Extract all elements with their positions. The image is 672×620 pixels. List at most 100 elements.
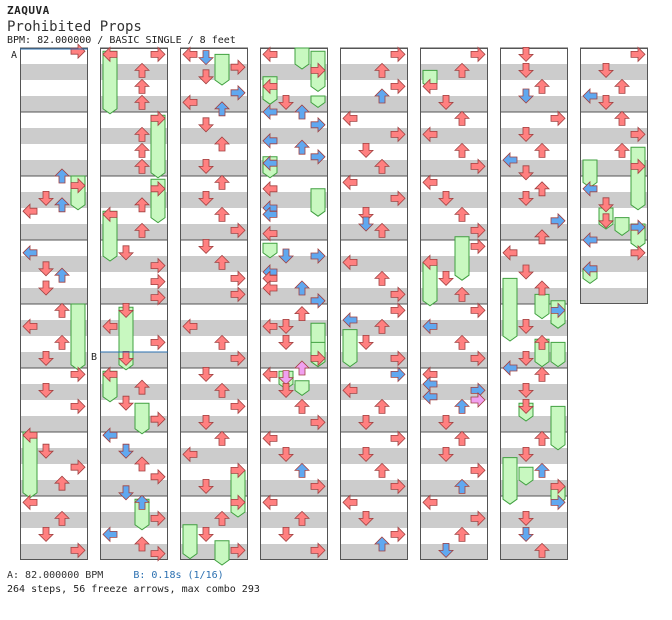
freeze-arrow	[310, 188, 326, 217]
column-border	[500, 48, 568, 560]
step-arrow	[598, 197, 614, 213]
beat-stripe	[500, 96, 568, 112]
step-arrow	[102, 46, 118, 63]
step-arrow	[230, 462, 246, 479]
step-arrow	[470, 462, 486, 479]
step-arrow	[278, 318, 294, 334]
step-arrow	[262, 280, 278, 296]
step-arrow	[198, 238, 214, 254]
step-arrow	[150, 273, 166, 290]
step-arrow	[438, 190, 454, 206]
step-arrow	[54, 302, 70, 318]
step-arrow	[262, 132, 278, 149]
step-arrow	[342, 312, 358, 328]
step-arrow	[390, 526, 406, 543]
step-arrow	[198, 117, 214, 133]
step-arrow	[422, 126, 438, 143]
step-arrow	[518, 527, 534, 542]
step-arrow	[454, 142, 470, 158]
step-arrow	[262, 430, 278, 447]
step-arrow	[390, 302, 406, 319]
step-arrow	[534, 229, 550, 245]
step-arrow	[214, 136, 230, 152]
step-arrow	[518, 88, 534, 104]
step-arrow	[198, 527, 214, 542]
step-arrow	[38, 443, 54, 459]
step-arrow	[134, 494, 150, 510]
step-arrow	[214, 206, 230, 222]
step-arrow	[342, 110, 358, 127]
beat-stripe	[100, 352, 168, 368]
bpm-b-label: B: 0.18s (1/16)	[133, 570, 224, 581]
step-arrow	[598, 63, 614, 78]
bpm-legend: A: 82.000000 BPM B: 0.18s (1/16)	[7, 569, 260, 583]
beat-stripe	[580, 96, 648, 112]
freeze-arrow	[70, 303, 86, 371]
freeze-arrow	[310, 95, 326, 109]
step-arrow	[118, 395, 134, 411]
step-arrow	[534, 78, 550, 94]
step-arrow	[534, 366, 550, 382]
step-arrow	[310, 248, 326, 264]
step-arrow	[214, 382, 230, 398]
step-arrow	[614, 110, 630, 126]
step-arrow	[534, 430, 550, 446]
beat-stripe	[180, 128, 248, 144]
step-arrow	[294, 398, 310, 414]
step-arrow	[422, 494, 438, 511]
step-arrow	[182, 94, 198, 111]
step-arrow	[22, 244, 38, 261]
step-arrow	[102, 366, 118, 383]
freeze-arrow	[294, 47, 310, 70]
step-arrow	[198, 478, 214, 494]
step-arrow	[390, 430, 406, 447]
footer: A: 82.000000 BPM B: 0.18s (1/16) 264 step…	[7, 569, 260, 597]
beat-stripe	[100, 480, 168, 496]
step-arrow	[614, 78, 630, 94]
step-arrow	[374, 318, 390, 334]
step-arrow	[22, 494, 38, 511]
step-arrow	[454, 286, 470, 302]
step-arrow	[150, 180, 166, 197]
step-arrow	[182, 46, 198, 63]
step-arrow	[390, 366, 406, 383]
freeze-arrow	[150, 114, 166, 179]
freeze-arrow	[502, 457, 518, 505]
step-arrow	[454, 110, 470, 126]
freeze-arrow	[582, 159, 598, 189]
step-arrow	[374, 270, 390, 286]
step-arrow	[134, 142, 150, 158]
step-arrow	[118, 350, 134, 366]
artist-name: ZAQUVA	[7, 4, 50, 17]
beat-stripe	[260, 384, 328, 400]
step-arrow	[214, 334, 230, 350]
freeze-arrow	[614, 217, 630, 237]
step-arrow	[262, 155, 278, 172]
step-arrow	[278, 527, 294, 542]
step-arrow	[534, 181, 550, 197]
beat-stripe	[20, 128, 88, 144]
step-arrow	[518, 264, 534, 280]
step-arrow	[342, 382, 358, 399]
freeze-arrow	[550, 405, 566, 451]
step-arrow	[438, 414, 454, 430]
step-arrow	[438, 446, 454, 462]
step-arrow	[550, 478, 566, 495]
step-arrow	[470, 302, 486, 319]
beat-stripe	[20, 256, 88, 272]
beat-stripe	[340, 96, 408, 112]
beat-stripe	[420, 416, 488, 432]
step-arrow	[310, 478, 326, 495]
step-arrow	[582, 260, 598, 277]
beat-stripe	[20, 96, 88, 112]
freeze-arrow	[214, 53, 230, 86]
step-arrow	[134, 62, 150, 78]
step-arrow	[150, 46, 166, 63]
column-border	[100, 48, 168, 560]
title-area: ZAQUVA Prohibited Props BPM: 82.000000 /…	[7, 4, 236, 46]
step-arrow	[630, 219, 646, 236]
step-arrow	[550, 110, 566, 127]
beat-stripe	[340, 224, 408, 240]
step-arrow	[534, 142, 550, 158]
step-arrow	[294, 104, 310, 120]
